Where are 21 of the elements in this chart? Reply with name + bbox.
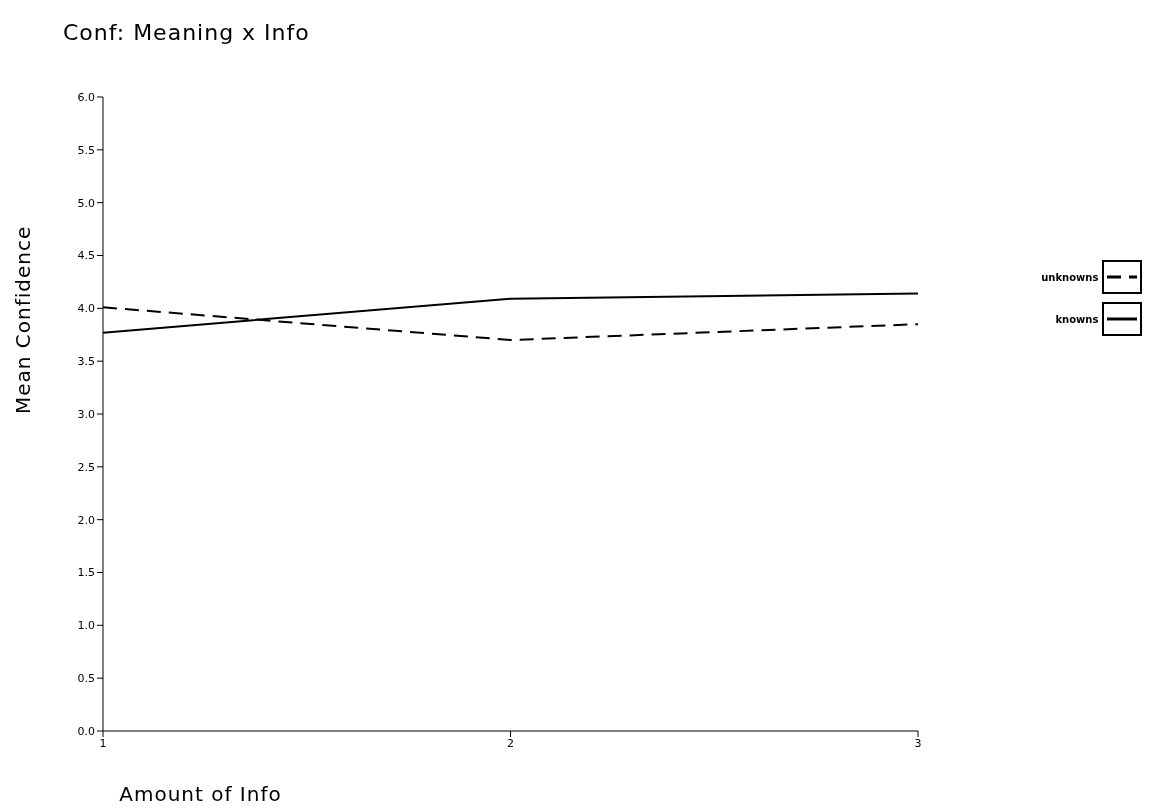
y-tick-label: 4.0 xyxy=(77,302,95,316)
y-tick-label: 0.5 xyxy=(77,672,95,686)
y-tick-label: 3.5 xyxy=(77,355,95,369)
x-axis-title: Amount of Info xyxy=(119,782,282,806)
y-tick-label: 4.5 xyxy=(77,249,95,263)
y-tick-label: 2.0 xyxy=(77,513,95,527)
y-tick-label: 0.0 xyxy=(77,724,95,738)
y-tick-label: 1.5 xyxy=(77,566,95,580)
x-tick-label: 2 xyxy=(507,736,514,750)
x-tick-label: 3 xyxy=(914,736,922,750)
legend-label: unknowns xyxy=(1040,271,1099,283)
y-tick-label: 2.5 xyxy=(77,460,95,474)
legend-label: knowns xyxy=(1054,313,1099,325)
y-tick-label: 6.0 xyxy=(77,90,95,104)
chart-title: Conf: Meaning x Info xyxy=(63,20,310,45)
x-tick-label: 1 xyxy=(99,736,107,750)
y-tick-label: 5.0 xyxy=(77,196,95,210)
y-tick-label: 1.0 xyxy=(77,619,95,633)
y-tick-label: 3.0 xyxy=(77,407,95,421)
y-axis-title: Mean Confidence xyxy=(11,225,36,414)
y-tick-label: 5.5 xyxy=(77,143,95,157)
